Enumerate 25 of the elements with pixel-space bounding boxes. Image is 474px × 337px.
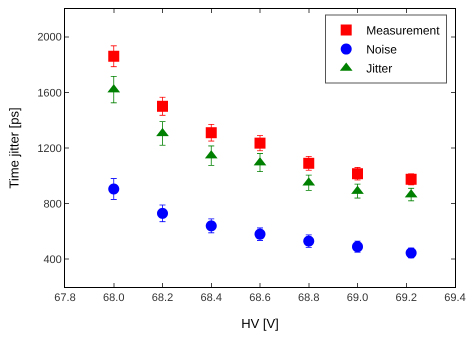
legend-label: Measurement — [366, 24, 440, 38]
x-tick-label: 68.8 — [298, 292, 320, 304]
point — [206, 127, 217, 138]
x-tick-label: 69.0 — [346, 292, 368, 304]
legend-label: Noise — [366, 42, 398, 57]
x-tick-label: 68.0 — [103, 292, 124, 304]
y-tick-label: 800 — [43, 198, 62, 210]
y-tick-label: 400 — [43, 254, 62, 266]
point — [254, 138, 266, 149]
x-axis-title: HV [V] — [241, 316, 279, 331]
x-tick-label: 67.8 — [54, 292, 76, 304]
legend-label: Jitter — [366, 62, 392, 76]
x-tick-label: 69.4 — [444, 292, 466, 304]
point — [108, 50, 120, 62]
y-tick-label: 2000 — [37, 32, 62, 44]
y-tick-label: 1600 — [37, 87, 62, 100]
x-tick-label: 68.2 — [152, 292, 174, 304]
y-tick-label: 1200 — [37, 142, 62, 155]
x-tick-label: 68.4 — [200, 292, 222, 304]
x-tick-label: 69.2 — [396, 292, 417, 304]
point — [157, 100, 168, 112]
y-axis-title: Time jitter [ps] — [6, 107, 22, 189]
x-tick-label: 68.6 — [249, 292, 271, 304]
point — [157, 208, 168, 219]
point — [108, 184, 120, 195]
